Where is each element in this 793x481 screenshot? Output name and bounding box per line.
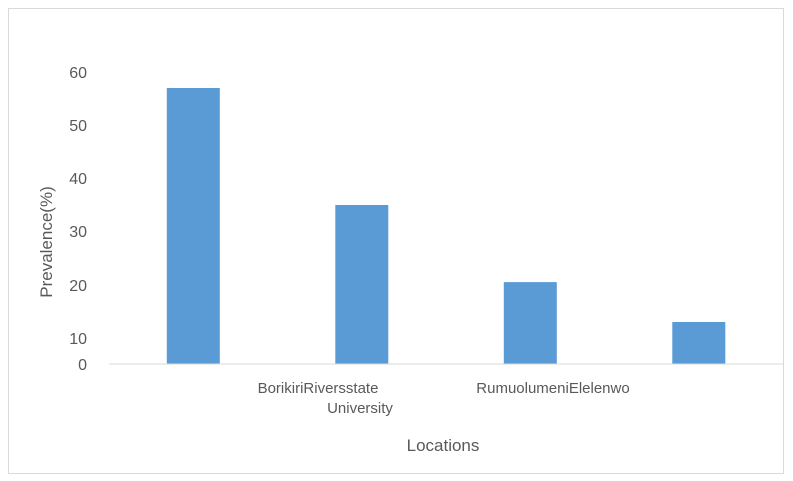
- y-tick-label: 0: [78, 357, 87, 374]
- chart-frame: [8, 8, 784, 474]
- y-tick-label: 10: [69, 331, 87, 348]
- bars-group: [166, 88, 726, 364]
- bar: [335, 205, 389, 364]
- y-tick-label: 30: [69, 224, 87, 241]
- x-category-label: BorikiriRiversstate University: [258, 380, 394, 417]
- x-axis-title: Locations: [407, 436, 480, 455]
- bar: [166, 88, 220, 364]
- y-axis-title: Prevalence(%): [37, 186, 56, 298]
- y-tick-label: 20: [69, 278, 87, 295]
- bar: [503, 282, 557, 364]
- y-tick-label: 50: [69, 118, 87, 135]
- y-tick-label: 60: [69, 65, 87, 82]
- x-category-label: RumuolumeniElelenwo: [476, 380, 629, 397]
- y-tick-label: 40: [69, 171, 87, 188]
- y-tick-labels: 0 10 20 30 40 50 60: [69, 65, 87, 374]
- bar: [672, 322, 726, 364]
- x-category-labels: BorikiriRiversstate University Rumuolumeni…: [258, 380, 630, 417]
